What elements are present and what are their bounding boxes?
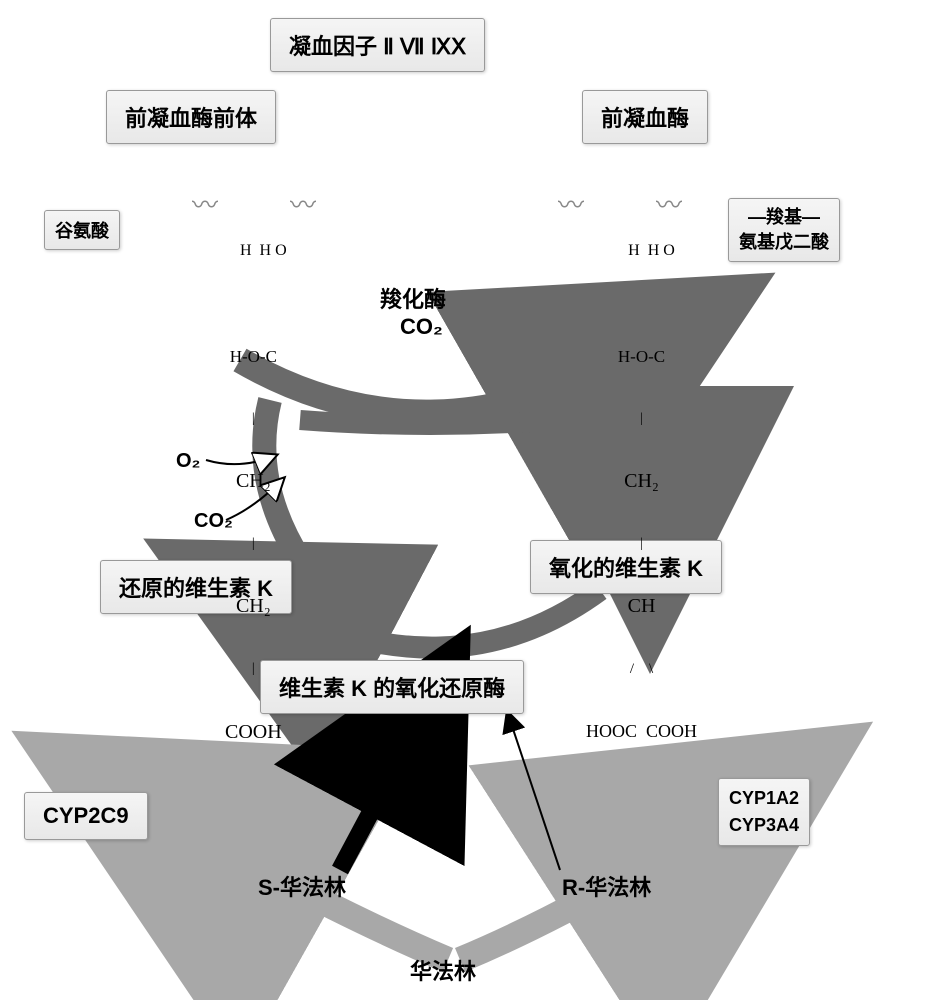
arrow-carboxylation <box>240 350 640 413</box>
arrow-cross-mid <box>300 420 560 425</box>
reductase-box: 维生素 K 的氧化还原酶 <box>260 660 524 714</box>
prothrombin-box: 前凝血酶 <box>582 90 708 144</box>
wiggle-l2: 〰 <box>290 192 316 221</box>
carboxylase-label: 羧化酶 <box>380 282 446 314</box>
cyp1a2-text: CYP1A2 <box>729 788 799 808</box>
arrow-r-warfarin <box>510 720 560 870</box>
o2-label: O₂ <box>176 450 200 473</box>
co2-small-label: CO₂ <box>194 510 233 533</box>
r-warfarin-label: R-华法林 <box>562 870 651 902</box>
arrow-s-warfarin <box>340 720 420 870</box>
cyp2c9-box: CYP2C9 <box>24 792 148 840</box>
wiggle-l1: 〰 <box>192 192 218 221</box>
carboxy-line2: 氨基戊二酸 <box>739 232 829 252</box>
carboxy-line1: —羧基— <box>748 207 820 227</box>
cyp-right-box: CYP1A2 CYP3A4 <box>718 778 810 846</box>
title-box: 凝血因子 Ⅱ Ⅶ ⅨⅩ <box>270 18 485 72</box>
cyp3a4-text: CYP3A4 <box>729 815 799 835</box>
arrows-layer <box>0 0 927 1000</box>
warfarin-label: 华法林 <box>410 954 476 986</box>
co2-center-label: CO₂ <box>400 314 443 340</box>
precursor-box: 前凝血酶前体 <box>106 90 276 144</box>
s-warfarin-label: S-华法林 <box>258 870 346 902</box>
wiggle-r2: 〰 <box>656 192 682 221</box>
carboxy-box: —羧基— 氨基戊二酸 <box>728 198 840 262</box>
molecule-right: 〰 H H O 〰 H-O-C | CH₂ | CH / \ HOOC COOH <box>586 150 697 764</box>
molecule-left: 〰 H H O 〰 H-O-C | CH₂ | CH₂ | COOH <box>220 150 287 765</box>
wiggle-r1: 〰 <box>558 192 584 221</box>
glutamic-box: 谷氨酸 <box>44 210 120 250</box>
arrow-cycle-bottom <box>260 590 600 648</box>
